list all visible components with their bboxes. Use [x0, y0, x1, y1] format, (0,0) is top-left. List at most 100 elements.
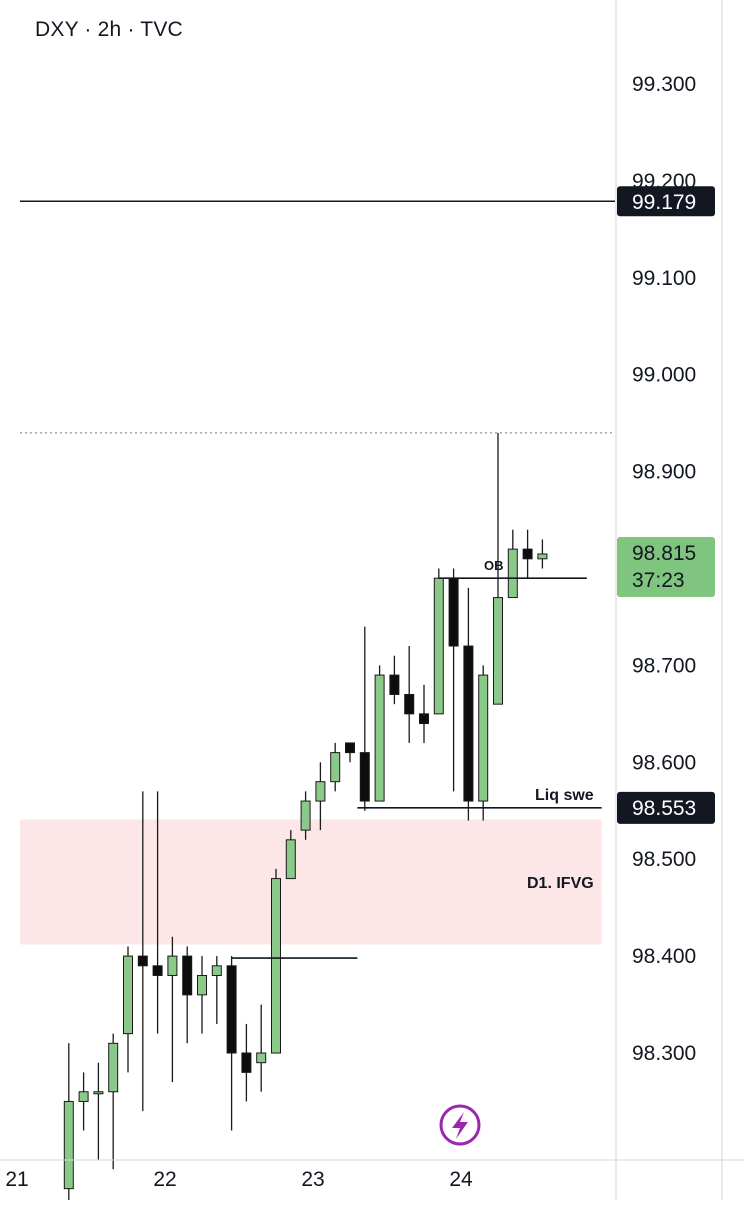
candle-body-bull [78, 1091, 89, 1102]
y-tick-label[interactable]: 98.400 [632, 945, 696, 968]
candle[interactable] [137, 791, 148, 1112]
level-price-badge-bg [617, 186, 715, 217]
candle[interactable] [315, 762, 326, 831]
candle[interactable] [197, 956, 207, 1034]
ifvg-zone [20, 819, 602, 945]
candle[interactable] [256, 1004, 267, 1092]
current-price-badge-value: 98.815 [632, 542, 696, 565]
candle-body-bear [137, 955, 148, 967]
candle[interactable] [389, 655, 400, 705]
current-price-badge[interactable]: 98.815 37:23 [617, 536, 715, 597]
candle[interactable] [226, 956, 237, 1131]
candle-body-bear [463, 645, 474, 802]
candle[interactable] [300, 791, 311, 840]
candle[interactable] [507, 529, 518, 599]
candle[interactable] [241, 1023, 252, 1102]
candle-body-bull [93, 1091, 104, 1095]
candle-body-bear [404, 693, 415, 715]
candle[interactable] [271, 868, 281, 1054]
candle-body-bull [300, 800, 311, 831]
y-tick-label[interactable]: 98.700 [632, 654, 696, 677]
candle[interactable] [463, 587, 474, 821]
candle[interactable] [537, 539, 548, 569]
current-price-badge-countdown: 37:23 [632, 569, 685, 592]
candle-body-bear [226, 965, 237, 1054]
candle-body-bull [63, 1100, 74, 1190]
candle-body-bear [448, 577, 459, 647]
candle[interactable] [93, 1062, 104, 1160]
candle[interactable] [330, 742, 341, 792]
candle-body-bear [522, 548, 533, 560]
x-tick-label[interactable]: 22 [153, 1168, 176, 1191]
candle[interactable] [478, 665, 489, 821]
y-tick-label[interactable]: 99.000 [632, 364, 696, 387]
candle-body-bear [419, 713, 429, 725]
y-tick-label[interactable]: 98.600 [632, 751, 696, 774]
candle-body-bull [433, 577, 444, 715]
candle[interactable] [123, 946, 133, 1073]
candle-body-bull [197, 974, 207, 996]
y-tick-label[interactable]: 99.100 [632, 267, 696, 290]
x-tick-label[interactable]: 24 [449, 1168, 473, 1191]
candle[interactable] [63, 1043, 74, 1205]
candle-body-bull [478, 674, 489, 802]
annotation-label: Liq swe [535, 787, 594, 804]
candle[interactable] [404, 646, 415, 743]
candle[interactable] [493, 432, 503, 705]
candle[interactable] [182, 946, 193, 1044]
symbol-title[interactable]: DXY · 2h · TVC [35, 18, 183, 41]
y-tick-label[interactable]: 98.900 [632, 461, 696, 484]
candle-body-bull [330, 752, 341, 783]
candle[interactable] [448, 568, 459, 792]
candle[interactable] [419, 684, 429, 743]
candle-body-bear [152, 965, 163, 976]
lightning-icon-bolt [452, 1112, 468, 1139]
candle-body-bull [256, 1052, 267, 1064]
candle-body-bull [537, 553, 548, 560]
candle-layer[interactable] [63, 432, 548, 1205]
candle-body-bull [123, 955, 133, 1035]
candle[interactable] [285, 830, 296, 880]
liq-price-badge-value: 98.553 [632, 797, 696, 820]
candle-body-bull [271, 878, 281, 1054]
candle-body-bear [345, 742, 355, 754]
lightning-icon[interactable] [439, 1104, 481, 1146]
candle-body-bull [493, 597, 503, 705]
line-layer [20, 200, 615, 434]
candle[interactable] [78, 1072, 89, 1131]
candle-body-bull [315, 781, 326, 802]
candle-body-bull [167, 955, 178, 976]
candle-body-bull [507, 548, 518, 599]
y-tick-label[interactable]: 98.500 [632, 848, 696, 871]
candle[interactable] [345, 742, 355, 763]
candle[interactable] [167, 936, 178, 1083]
candle-body-bull [285, 839, 296, 880]
zone-layer: D1. IFVG [20, 819, 602, 945]
candle-body-bull [374, 674, 385, 802]
candle[interactable] [433, 568, 444, 715]
candle[interactable] [108, 1033, 119, 1170]
candle[interactable] [152, 791, 163, 1034]
candle-body-bull [211, 965, 222, 976]
candle[interactable] [359, 626, 370, 811]
candle-body-bear [182, 955, 193, 996]
y-tick-label[interactable]: 99.300 [632, 73, 696, 96]
candle[interactable] [522, 529, 533, 579]
badge-layer[interactable]: 99.179 98.553 98.815 37:23 [617, 186, 715, 824]
level-price-badge[interactable]: 99.179 [617, 186, 715, 217]
liq-price-badge-bg [617, 791, 715, 824]
liq-price-badge[interactable]: 98.553 [617, 791, 715, 824]
x-tick-label[interactable]: 21 [5, 1168, 28, 1191]
candle[interactable] [211, 956, 222, 1024]
x-tick-label[interactable]: 23 [301, 1168, 324, 1191]
candle[interactable] [374, 665, 385, 802]
candle-body-bear [359, 752, 370, 802]
candle-body-bear [389, 674, 400, 695]
candle-body-bull [108, 1042, 119, 1093]
icon-layer[interactable] [439, 1104, 481, 1146]
zone-label: D1. IFVG [527, 875, 594, 892]
y-tick-label[interactable]: 98.300 [632, 1042, 696, 1065]
